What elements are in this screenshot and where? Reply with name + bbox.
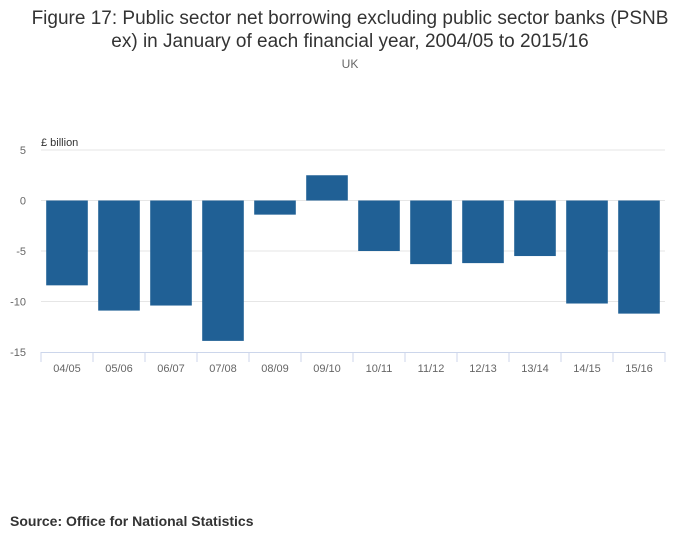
bar [566, 200, 608, 304]
source-note: Source: Office for National Statistics [10, 513, 254, 529]
x-axis: 04/05 05/06 06/07 07/08 08/09 09/10 10/11 11/12… [40, 352, 666, 375]
bar [46, 200, 88, 286]
x-tick-label: 13/14 [521, 363, 549, 375]
bars [46, 175, 660, 341]
bar [618, 200, 660, 314]
x-tick-label: 14/15 [573, 363, 601, 375]
y-tick-label: -5 [16, 246, 26, 258]
y-tick-label: 5 [20, 145, 26, 157]
y-tick-label: -15 [10, 347, 26, 359]
bar [254, 200, 296, 215]
bar [410, 200, 452, 265]
chart-title-line-1: Figure 17: Public sector net borrowing e… [31, 8, 669, 29]
chart-title: Figure 17: Public sector net borrowing e… [0, 7, 700, 53]
x-tick-label: 08/09 [261, 363, 289, 375]
bar [514, 200, 556, 257]
bar [306, 175, 348, 201]
y-axis-ticks: 5 0 -5 -10 -15 [10, 145, 26, 359]
x-tick-label: 07/08 [209, 363, 237, 375]
bar [98, 200, 140, 311]
bar [202, 200, 244, 341]
x-tick-label: 15/16 [625, 363, 653, 375]
bar [358, 200, 400, 251]
x-tick-label: 11/12 [418, 363, 445, 375]
chart-subtitle: UK [341, 57, 359, 71]
x-tick-label: 12/13 [469, 363, 497, 375]
x-tick-label: 09/10 [313, 363, 341, 375]
x-tick-label: 04/05 [53, 363, 81, 375]
x-tick-label: 06/07 [157, 363, 185, 375]
bar [150, 200, 192, 306]
bar [462, 200, 504, 264]
gridlines [41, 149, 665, 302]
x-tick-label: 05/06 [105, 363, 133, 375]
y-tick-label: 0 [20, 196, 26, 208]
y-axis-unit-label: £ billion [41, 137, 78, 149]
x-tick-label: 10/11 [366, 363, 393, 375]
y-tick-label: -10 [10, 297, 26, 309]
chart-title-line-2: ex) in January of each financial year, 2… [111, 31, 589, 52]
